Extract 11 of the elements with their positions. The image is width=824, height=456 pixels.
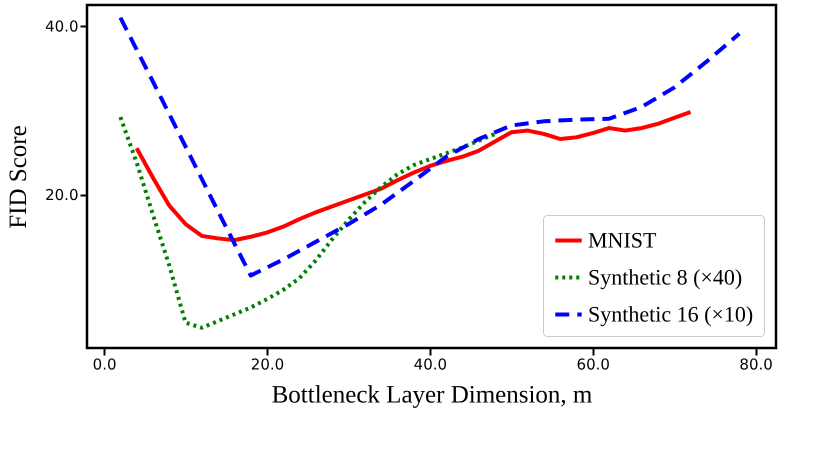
line-series	[118, 115, 498, 330]
x-tick-label: 80.0	[739, 356, 773, 374]
x-tick-label: 40.0	[414, 356, 448, 374]
legend-label: Synthetic 16 (×10)	[588, 302, 754, 326]
x-tick-label: 0.0	[92, 356, 117, 374]
x-tick-label: 60.0	[576, 356, 610, 374]
legend-label: MNIST	[588, 228, 658, 252]
x-tick-label: 20.0	[250, 356, 284, 374]
legend-label: Synthetic 8 (×40)	[588, 264, 742, 290]
x-axis-title: Bottleneck Layer Dimension, m	[272, 382, 593, 408]
y-axis-title: FID Score	[5, 125, 32, 229]
